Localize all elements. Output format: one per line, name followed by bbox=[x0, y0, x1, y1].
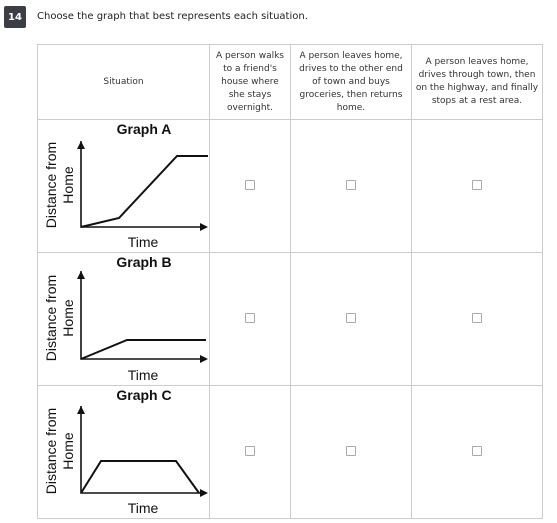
header-cell: A person leaves home, drives through tow… bbox=[411, 44, 543, 120]
checkbox[interactable] bbox=[472, 312, 482, 323]
header-cell: A person walks to a friend's house where… bbox=[209, 44, 291, 120]
graph-line bbox=[80, 155, 208, 228]
y-axis-label: Distance from Home bbox=[43, 274, 76, 362]
graph: Graph C Time Distance from Home bbox=[38, 386, 209, 518]
graph-drawing bbox=[77, 406, 208, 497]
graph: Graph A Time Distance from Home bbox=[38, 120, 209, 252]
graph-cell: Graph B Time Distance from Home bbox=[37, 252, 210, 386]
table-body: Situation A person walks to a friend's ho… bbox=[37, 44, 543, 519]
graph-row: Graph C Time Distance from Home bbox=[37, 385, 543, 519]
arrow bbox=[77, 406, 85, 414]
graph-title: Graph A bbox=[116, 121, 172, 137]
graph-cell: Graph A Time Distance from Home bbox=[37, 119, 210, 253]
checkbox[interactable] bbox=[245, 445, 255, 456]
checkbox[interactable] bbox=[346, 312, 356, 323]
x-axis-label: Time bbox=[127, 367, 159, 383]
arrow bbox=[77, 271, 85, 279]
graph: Graph B Time Distance from Home bbox=[38, 253, 209, 385]
prompt: Choose the graph that best represents ea… bbox=[37, 11, 308, 22]
graph-line bbox=[80, 339, 206, 360]
answer-cell bbox=[290, 385, 412, 519]
header-row: Situation A person walks to a friend's ho… bbox=[37, 44, 543, 120]
graph-drawing bbox=[77, 141, 208, 231]
graph-row: Graph A Time Distance from Home bbox=[37, 119, 543, 253]
graph-cell: Graph C Time Distance from Home bbox=[37, 385, 210, 519]
answer-cell bbox=[209, 119, 291, 253]
checkbox[interactable] bbox=[472, 445, 482, 456]
arrow bbox=[200, 223, 208, 231]
x-axis-label: Time bbox=[127, 234, 159, 250]
header-cell: A person leaves home, drives to the othe… bbox=[290, 44, 412, 120]
question-number: 14 bbox=[4, 6, 26, 28]
axes bbox=[80, 406, 206, 494]
graph-title: Graph B bbox=[116, 254, 172, 270]
arrow bbox=[200, 355, 208, 363]
checkbox[interactable] bbox=[472, 179, 482, 190]
header-cell: Situation bbox=[37, 44, 210, 120]
y-axis-label: Distance from Home bbox=[43, 141, 76, 229]
axes bbox=[80, 141, 206, 228]
graph-row: Graph B Time Distance from Home bbox=[37, 252, 543, 386]
checkbox[interactable] bbox=[346, 179, 356, 190]
answer-cell bbox=[209, 385, 291, 519]
checkbox[interactable] bbox=[245, 312, 255, 323]
graph-drawing bbox=[77, 271, 208, 363]
answer-cell bbox=[209, 252, 291, 386]
arrow bbox=[77, 141, 85, 149]
answer-cell bbox=[411, 385, 543, 519]
answer-cell bbox=[411, 119, 543, 253]
answer-cell bbox=[290, 252, 412, 386]
checkbox[interactable] bbox=[346, 445, 356, 456]
arrow bbox=[200, 489, 208, 497]
axes bbox=[80, 271, 206, 360]
answer-cell bbox=[411, 252, 543, 386]
answer-cell bbox=[290, 119, 412, 253]
graph-line bbox=[80, 460, 200, 494]
checkbox[interactable] bbox=[245, 179, 255, 190]
graph-title: Graph C bbox=[116, 387, 172, 403]
x-axis-label: Time bbox=[127, 500, 159, 516]
y-axis-label: Distance from Home bbox=[43, 407, 76, 495]
answer-table: Situation A person walks to a friend's ho… bbox=[37, 44, 543, 519]
